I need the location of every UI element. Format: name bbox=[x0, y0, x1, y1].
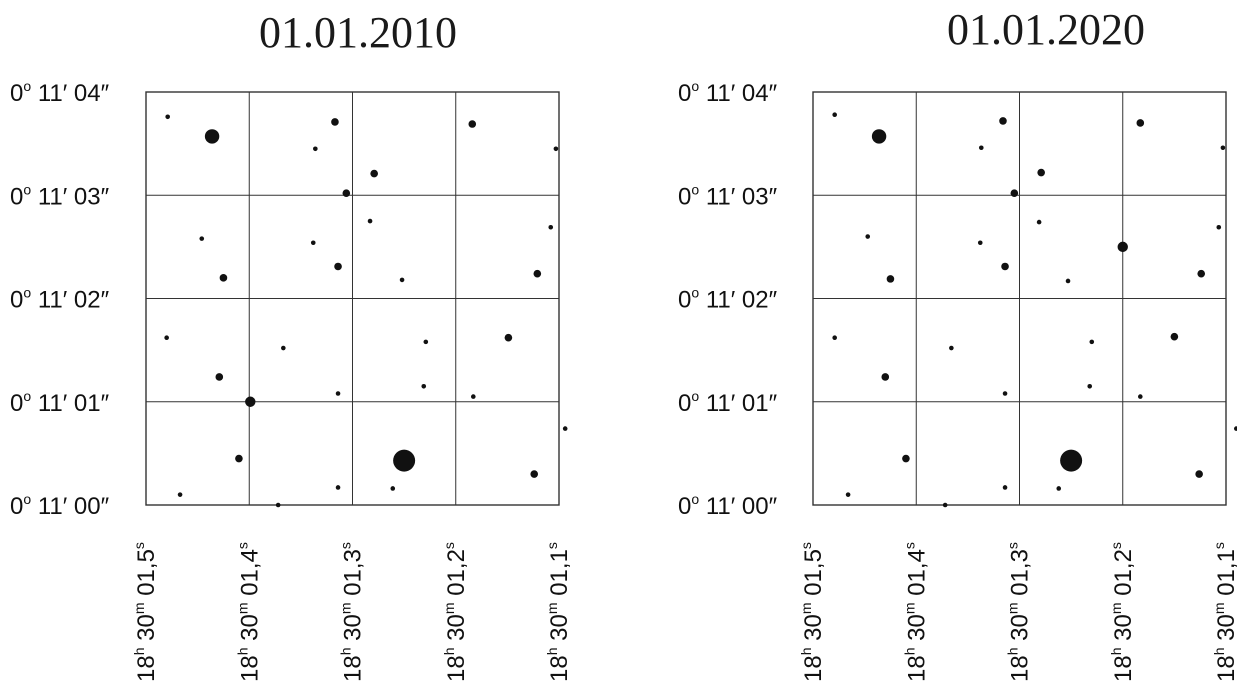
star-point bbox=[235, 455, 243, 463]
x-tick-label: 18h 30m 01,5s bbox=[131, 542, 160, 682]
star-point bbox=[1087, 384, 1092, 389]
star-point bbox=[978, 240, 983, 245]
star-point bbox=[1138, 394, 1143, 399]
star-point bbox=[281, 346, 286, 351]
star-chart-2020: 01.01.2020 0o 11′ 04″ 0o 11′ 03″ 0o 11′ 02″… bbox=[678, 5, 1237, 682]
star-point bbox=[505, 334, 513, 342]
star-point bbox=[311, 240, 316, 245]
star-point bbox=[563, 426, 568, 431]
star-point bbox=[887, 275, 895, 283]
y-tick-label: 0o 11′ 00″ bbox=[678, 491, 778, 520]
star-point bbox=[530, 470, 538, 478]
y-tick-label: 0o 11′ 01″ bbox=[10, 388, 110, 417]
star-point bbox=[1056, 486, 1061, 491]
star-point bbox=[178, 492, 183, 497]
star-point bbox=[165, 114, 170, 119]
star-point bbox=[1171, 333, 1179, 341]
star-point bbox=[832, 112, 837, 117]
x-tick-label: 18h 30m 01,4s bbox=[901, 542, 930, 682]
x-tick-label: 18h 30m 01,2s bbox=[441, 542, 470, 682]
star-point bbox=[999, 117, 1007, 125]
star-point bbox=[368, 219, 373, 224]
star-point bbox=[949, 346, 954, 351]
star-point bbox=[205, 129, 219, 143]
star-point bbox=[216, 373, 224, 381]
star-point bbox=[865, 234, 870, 239]
y-tick-label: 0o 11′ 04″ bbox=[10, 78, 110, 107]
star-point bbox=[276, 503, 281, 508]
star-point bbox=[220, 274, 228, 282]
star-point bbox=[1060, 450, 1082, 472]
x-tick-label: 18h 30m 01,3s bbox=[1005, 542, 1034, 682]
star-point bbox=[1037, 169, 1045, 177]
star-point bbox=[872, 129, 886, 143]
y-tick-label: 0o 11′ 03″ bbox=[678, 181, 778, 210]
star-point bbox=[336, 485, 341, 490]
star-point bbox=[331, 118, 339, 126]
star-point bbox=[1118, 242, 1128, 252]
star-point bbox=[846, 492, 851, 497]
star-point bbox=[334, 263, 342, 271]
star-point bbox=[881, 373, 889, 381]
x-tick-label: 18h 30m 01,2s bbox=[1108, 542, 1137, 682]
star-point bbox=[1137, 119, 1145, 127]
star-point bbox=[832, 335, 837, 340]
star-point bbox=[336, 391, 341, 396]
star-point bbox=[1221, 145, 1226, 150]
star-point bbox=[548, 225, 553, 230]
star-point bbox=[390, 486, 395, 491]
chart-title: 01.01.2020 bbox=[947, 5, 1145, 54]
star-point bbox=[471, 394, 476, 399]
star-point bbox=[1089, 340, 1094, 345]
star-point bbox=[421, 384, 426, 389]
star-point bbox=[1003, 391, 1008, 396]
star-point bbox=[245, 397, 255, 407]
y-tick-label: 0o 11′ 02″ bbox=[678, 285, 778, 314]
star-point bbox=[1001, 263, 1009, 271]
star-point bbox=[1037, 220, 1042, 225]
star-point bbox=[313, 146, 318, 151]
y-tick-label: 0o 11′ 00″ bbox=[10, 491, 110, 520]
y-tick-label: 0o 11′ 04″ bbox=[678, 78, 778, 107]
star-point bbox=[199, 236, 204, 241]
star-point bbox=[554, 146, 559, 151]
star-point bbox=[370, 170, 378, 178]
star-point bbox=[1195, 470, 1203, 478]
star-point bbox=[979, 145, 984, 150]
x-tick-label: 18h 30m 01,1s bbox=[1211, 542, 1237, 682]
star-point bbox=[1197, 270, 1205, 278]
y-tick-label: 0o 11′ 03″ bbox=[10, 181, 110, 210]
y-tick-label: 0o 11′ 02″ bbox=[10, 285, 110, 314]
star-point bbox=[164, 335, 169, 340]
star-point bbox=[343, 189, 351, 197]
star-point bbox=[1003, 485, 1008, 490]
x-tick-label: 18h 30m 01,1s bbox=[544, 542, 573, 682]
x-tick-label: 18h 30m 01,4s bbox=[234, 542, 263, 682]
y-tick-label: 0o 11′ 01″ bbox=[678, 388, 778, 417]
star-point bbox=[424, 340, 429, 345]
star-point bbox=[400, 278, 405, 283]
chart-title: 01.01.2010 bbox=[259, 8, 457, 57]
star-point bbox=[902, 455, 910, 463]
x-tick-label: 18h 30m 01,5s bbox=[798, 542, 827, 682]
star-point bbox=[393, 450, 415, 472]
star-point bbox=[468, 120, 476, 128]
star-point bbox=[943, 503, 948, 508]
star-point bbox=[1066, 279, 1071, 284]
x-tick-label: 18h 30m 01,3s bbox=[338, 542, 367, 682]
star-chart-2010: 01.01.2010 0o 11′ 04″ 0o 11′ 03″ 0o 11′ 02″… bbox=[10, 8, 573, 682]
star-point bbox=[534, 270, 542, 278]
star-point bbox=[1216, 225, 1221, 230]
star-point bbox=[1011, 189, 1019, 197]
